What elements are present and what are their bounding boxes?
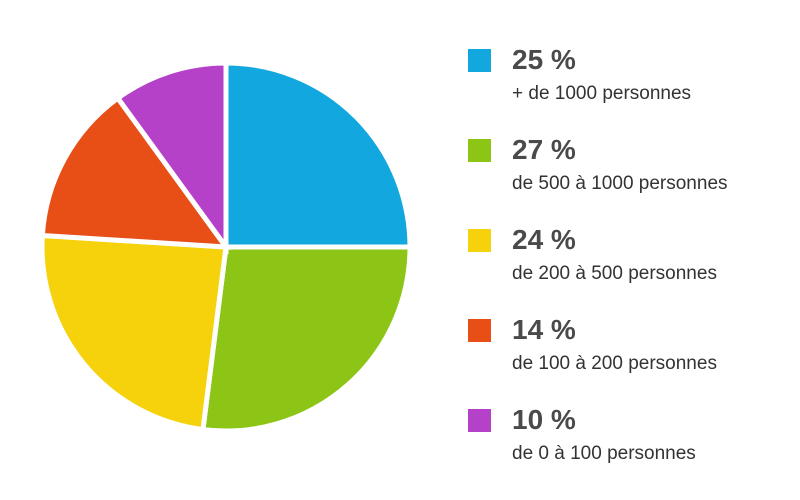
legend-item-0: 25 % + de 1000 personnes bbox=[468, 44, 788, 134]
legend-label: + de 1000 personnes bbox=[512, 83, 692, 104]
legend-value: 10 % bbox=[512, 404, 576, 435]
legend-label: de 200 à 500 personnes bbox=[512, 263, 717, 284]
legend-swatch bbox=[468, 139, 491, 162]
pie-slice-2 bbox=[39, 232, 229, 433]
pie-slice-1 bbox=[200, 244, 413, 434]
legend-value: 14 % bbox=[512, 314, 576, 345]
legend-swatch bbox=[468, 229, 491, 252]
legend-item-3: 14 % de 100 à 200 personnes bbox=[468, 314, 788, 404]
legend-value: 24 % bbox=[512, 224, 576, 255]
legend-value: 25 % bbox=[512, 44, 576, 75]
legend-label: de 100 à 200 personnes bbox=[512, 353, 717, 374]
legend-item-2: 24 % de 200 à 500 personnes bbox=[468, 224, 788, 314]
legend-label: de 0 à 100 personnes bbox=[512, 443, 696, 464]
legend-swatch bbox=[468, 319, 491, 342]
legend-item-1: 27 % de 500 à 1000 personnes bbox=[468, 134, 788, 224]
pie-slice-4 bbox=[114, 60, 229, 255]
legend-label: de 500 à 1000 personnes bbox=[512, 173, 728, 194]
legend-value: 27 % bbox=[512, 134, 576, 165]
legend-item-4: 10 % de 0 à 100 personnes bbox=[468, 404, 788, 494]
pie-slice-3 bbox=[39, 94, 232, 250]
legend-swatch bbox=[468, 49, 491, 72]
pie-slice-0 bbox=[223, 60, 413, 250]
pie-chart bbox=[39, 60, 413, 434]
legend-swatch bbox=[468, 409, 491, 432]
legend: 25 % + de 1000 personnes 27 % de 500 à 1… bbox=[468, 44, 788, 494]
